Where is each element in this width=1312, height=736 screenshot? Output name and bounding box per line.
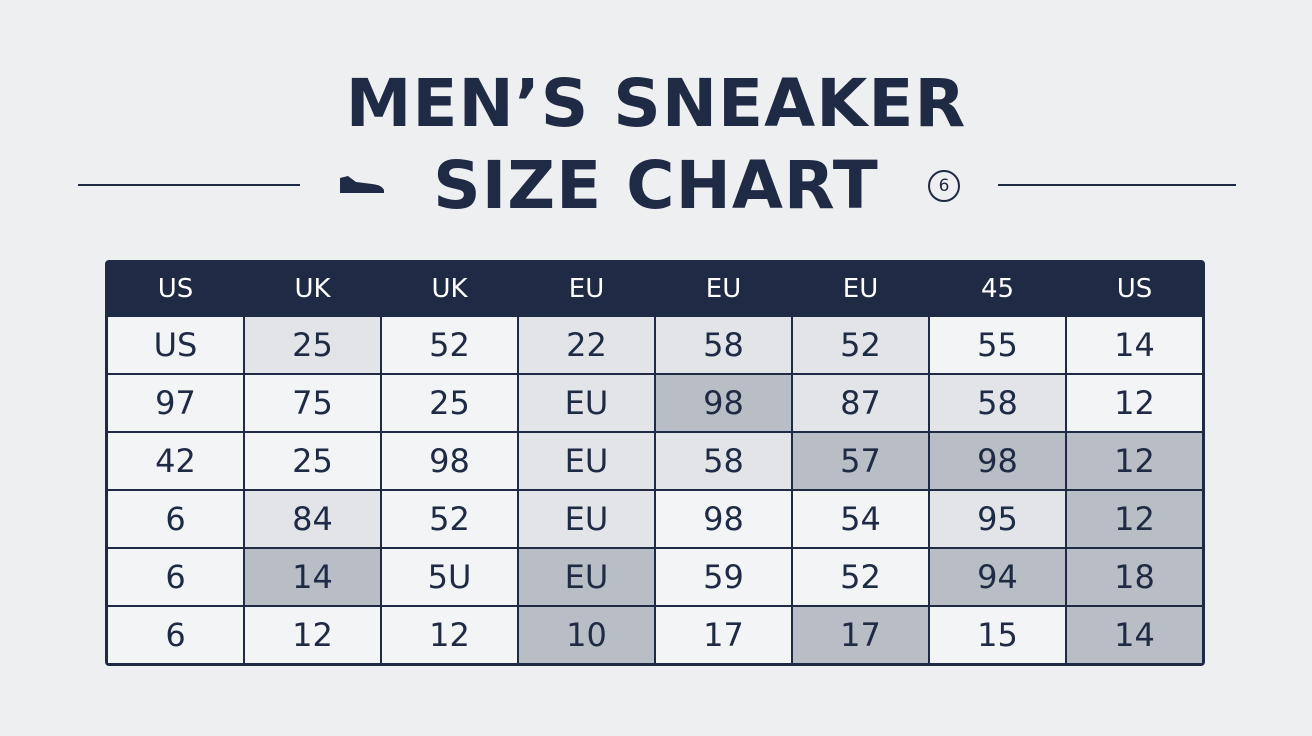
table-cell: EU [519, 433, 654, 489]
table-cell: 12 [1067, 491, 1202, 547]
table-cell: 98 [930, 433, 1065, 489]
table-cell: US [108, 317, 243, 373]
table-cell: 10 [519, 607, 654, 663]
table-cell: 12 [1067, 433, 1202, 489]
header-cell: US [157, 274, 194, 304]
table-cell: 58 [930, 375, 1065, 431]
header-cell: UK [431, 274, 468, 304]
table-cell: 14 [1067, 317, 1202, 373]
table-cell: 52 [382, 317, 517, 373]
table-cell: 97 [108, 375, 243, 431]
table-cell: 12 [382, 607, 517, 663]
title-line: SIZE CHART [433, 147, 879, 224]
table-cell: 14 [1067, 607, 1202, 663]
badge: 6 [928, 170, 960, 202]
table-cell: 98 [656, 491, 791, 547]
table-cell: 52 [382, 491, 517, 547]
table-cell: 84 [245, 491, 380, 547]
table-cell: 58 [656, 317, 791, 373]
table-cell: 55 [930, 317, 1065, 373]
size-table: US UK UK EU EU EU 45 US US 25 52 22 58 52 55 14 97 75 25 EU… [105, 260, 1205, 666]
table-cell: 17 [793, 607, 928, 663]
table-cell: 14 [245, 549, 380, 605]
table-cell: 25 [245, 433, 380, 489]
table-cell: 95 [930, 491, 1065, 547]
header-cell: US [1116, 274, 1153, 304]
table-cell: 25 [382, 375, 517, 431]
divider [78, 184, 300, 186]
table-cell: EU [519, 375, 654, 431]
header-cell: EU [568, 274, 605, 304]
table-cell: 58 [656, 433, 791, 489]
table-cell: 5U [382, 549, 517, 605]
table-cell: 18 [1067, 549, 1202, 605]
table-cell: EU [519, 549, 654, 605]
table-cell: 6 [108, 549, 243, 605]
table-cell: 52 [793, 317, 928, 373]
header-cell: 45 [980, 274, 1015, 304]
table-cell: 12 [245, 607, 380, 663]
header-cell: UK [294, 274, 331, 304]
table-cell: 98 [382, 433, 517, 489]
table-cell: 22 [519, 317, 654, 373]
table-cell: 59 [656, 549, 791, 605]
divider [998, 184, 1236, 186]
table-cell: EU [519, 491, 654, 547]
table-cell: 52 [793, 549, 928, 605]
table-cell: 6 [108, 491, 243, 547]
table-cell: 12 [1067, 375, 1202, 431]
table-cell: 94 [930, 549, 1065, 605]
table-cell: 42 [108, 433, 243, 489]
table-cell: 75 [245, 375, 380, 431]
table-cell: 6 [108, 607, 243, 663]
table-cell: 15 [930, 607, 1065, 663]
table-cell: 87 [793, 375, 928, 431]
header-cell: EU [705, 274, 742, 304]
header-cell: EU [842, 274, 879, 304]
table-cell: 17 [656, 607, 791, 663]
shoe-icon [340, 176, 384, 193]
title-line: MEN’S SNEAKER [345, 65, 967, 142]
table-cell: 98 [656, 375, 791, 431]
table-cell: 25 [245, 317, 380, 373]
table-cell: 54 [793, 491, 928, 547]
table-cell: 57 [793, 433, 928, 489]
